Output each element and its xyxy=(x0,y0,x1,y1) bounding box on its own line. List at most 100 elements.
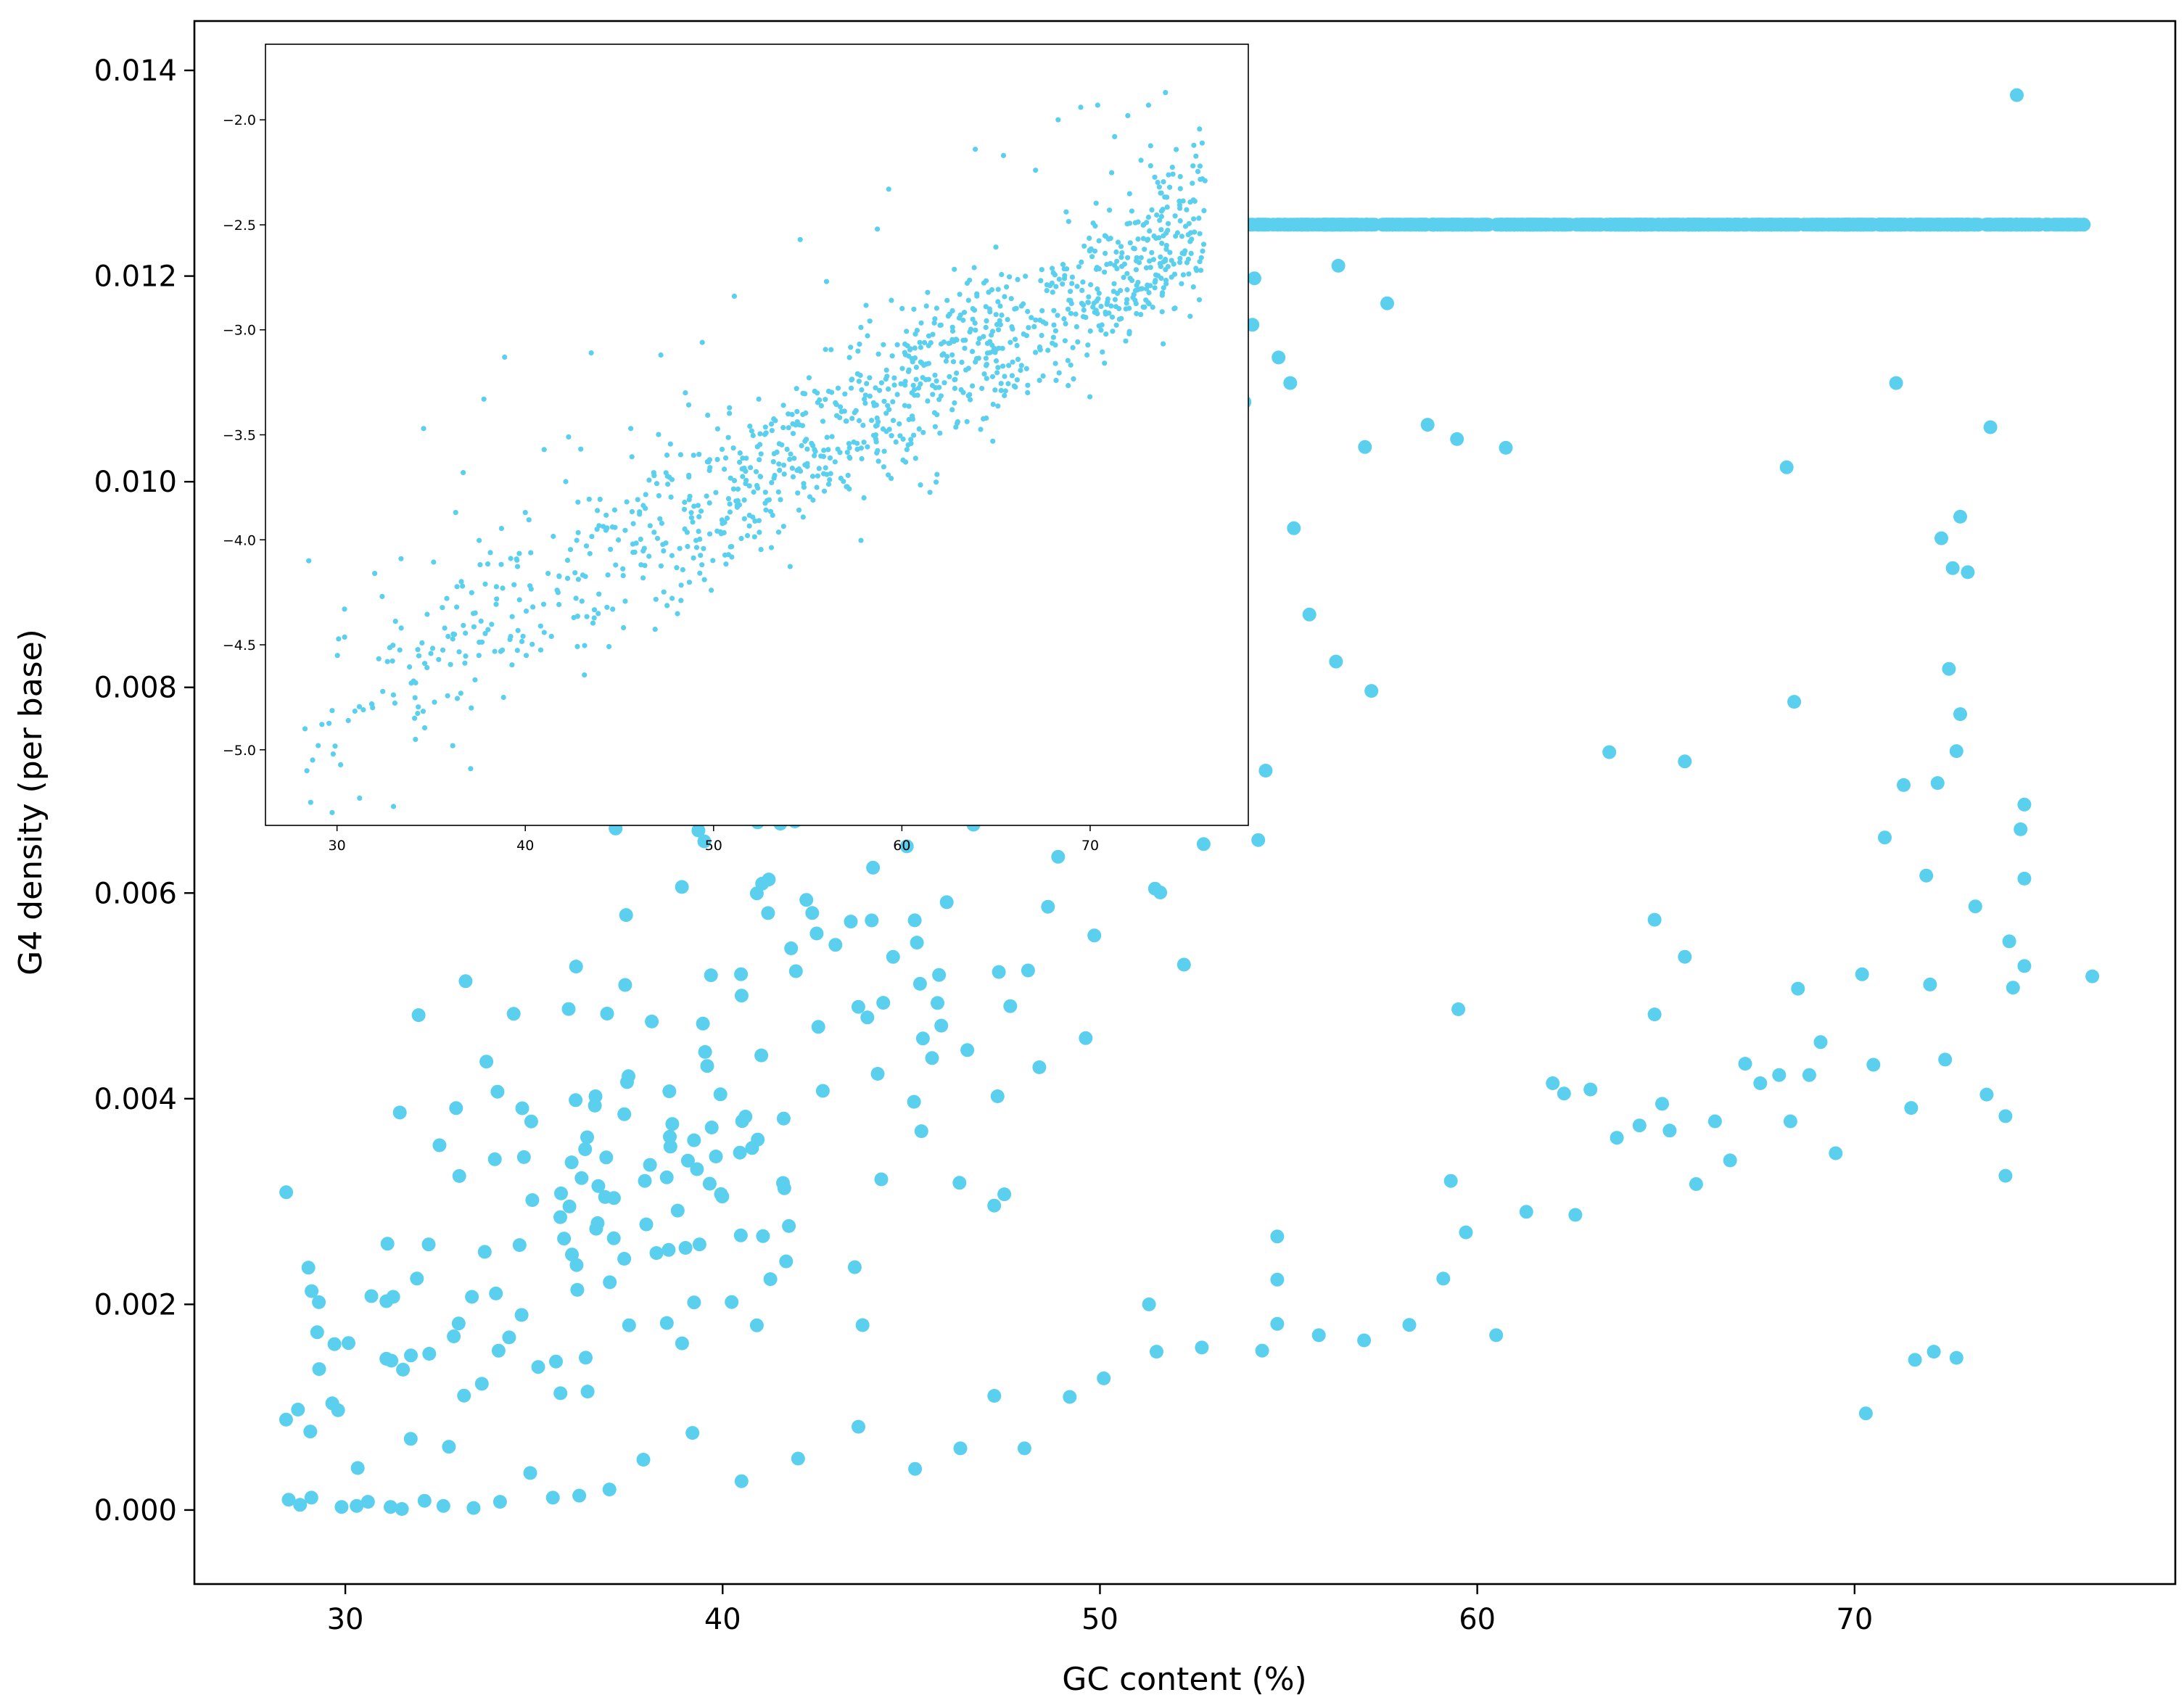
inset-data-point xyxy=(993,244,999,250)
inset-data-point xyxy=(730,445,736,451)
main-data-point xyxy=(1923,977,1937,991)
inset-data-point xyxy=(514,648,520,653)
inset-data-point xyxy=(563,479,569,484)
main-data-point xyxy=(2010,88,2024,102)
inset-data-point xyxy=(1052,272,1058,278)
inset-data-point xyxy=(472,677,478,683)
inset-data-point xyxy=(824,434,830,440)
inset-data-point xyxy=(973,355,979,362)
inset-data-point xyxy=(1147,143,1153,149)
inset-data-point xyxy=(1135,279,1141,285)
inset-data-point xyxy=(930,392,936,397)
inset-data-point xyxy=(886,386,891,392)
inset-data-point xyxy=(962,345,968,351)
inset-data-point xyxy=(656,432,662,437)
main-data-point xyxy=(1908,1353,1922,1367)
inset-data-point xyxy=(1186,271,1192,277)
inset-data-point xyxy=(889,476,894,482)
inset-data-point xyxy=(757,529,762,535)
inset-data-point xyxy=(1095,296,1101,302)
inset-data-point xyxy=(812,453,817,458)
inset-data-point xyxy=(775,529,782,535)
inset-data-point xyxy=(1133,267,1139,273)
inset-data-point xyxy=(1053,284,1059,289)
main-data-point xyxy=(1348,218,1363,232)
inset-data-point xyxy=(903,459,909,465)
main-data-point xyxy=(1270,1229,1285,1244)
main-data-point xyxy=(1753,1076,1768,1090)
inset-data-point xyxy=(886,407,892,413)
inset-data-point xyxy=(699,339,705,345)
inset-data-point xyxy=(926,333,932,339)
inset-data-point xyxy=(651,529,657,535)
inset-data-point xyxy=(1145,282,1150,288)
main-data-point xyxy=(465,1290,479,1304)
inset-data-point xyxy=(1000,345,1005,351)
inset-data-point xyxy=(1068,289,1074,294)
inset-data-point xyxy=(420,709,427,714)
main-data-point xyxy=(1266,218,1280,232)
inset-data-point xyxy=(1089,254,1095,260)
main-data-point xyxy=(565,1248,579,1262)
inset-data-point xyxy=(477,639,482,646)
main-data-point xyxy=(735,1114,749,1129)
inset-data-point xyxy=(605,572,611,578)
main-data-point xyxy=(579,1351,593,1365)
inset-data-point xyxy=(1167,250,1173,255)
inset-data-point xyxy=(1100,349,1105,355)
main-data-point xyxy=(1041,899,1055,914)
main-data-point xyxy=(1017,1441,1031,1456)
inset-y-tick-label: −5.0 xyxy=(223,743,256,759)
main-data-point xyxy=(442,1440,456,1454)
inset-data-point xyxy=(686,472,692,478)
main-data-point xyxy=(1967,218,1982,232)
main-data-point xyxy=(1656,218,1670,232)
inset-data-point xyxy=(958,387,964,393)
inset-data-point xyxy=(1162,194,1168,200)
inset-data-point xyxy=(1108,303,1114,309)
main-data-point xyxy=(1876,218,1890,232)
main-data-point xyxy=(304,1490,318,1505)
main-data-point xyxy=(678,1241,693,1255)
inset-data-point xyxy=(334,653,340,659)
main-data-point xyxy=(502,1330,516,1345)
inset-data-point xyxy=(1150,305,1155,310)
inset-data-point xyxy=(908,437,914,442)
inset-data-point xyxy=(1092,248,1098,254)
inset-data-point xyxy=(667,441,673,447)
inset-data-point xyxy=(472,610,478,616)
inset-data-point xyxy=(1195,168,1201,174)
main-data-point xyxy=(643,1158,657,1172)
inset-data-point xyxy=(440,605,445,611)
inset-data-point xyxy=(1063,321,1068,326)
inset-data-point xyxy=(989,374,996,379)
inset-data-point xyxy=(445,633,451,640)
inset-data-point xyxy=(463,653,469,659)
inset-y-ticks: −5.0 −4.5 −4.0 −3.5 −3.0 −2.5 −2.0 xyxy=(223,112,265,759)
inset-data-point xyxy=(583,543,590,549)
inset-data-point xyxy=(870,400,876,405)
main-data-point xyxy=(1255,1343,1269,1358)
main-data-point xyxy=(531,1360,545,1374)
inset-data-point xyxy=(970,349,976,355)
main-data-point xyxy=(815,1084,830,1098)
inset-data-point xyxy=(859,455,865,462)
inset-data-point xyxy=(886,186,891,192)
inset-data-point xyxy=(875,351,881,357)
inset-data-point xyxy=(967,329,973,335)
main-data-point xyxy=(580,1385,595,1399)
main-data-point xyxy=(1608,218,1623,232)
inset-data-point xyxy=(1196,297,1203,302)
inset-data-point xyxy=(1078,104,1084,110)
inset-data-point xyxy=(1040,373,1046,379)
inset-data-point xyxy=(1149,207,1155,213)
main-data-point xyxy=(2014,822,2028,836)
main-data-point xyxy=(687,1133,701,1147)
inset-data-point xyxy=(1018,368,1023,374)
inset-data-point xyxy=(1191,216,1197,222)
inset-data-point xyxy=(697,570,703,576)
main-x-axis-title: GC content (%) xyxy=(1062,1661,1306,1698)
inset-data-point xyxy=(1029,315,1034,321)
main-data-point xyxy=(1272,350,1286,365)
inset-data-point xyxy=(416,704,421,710)
